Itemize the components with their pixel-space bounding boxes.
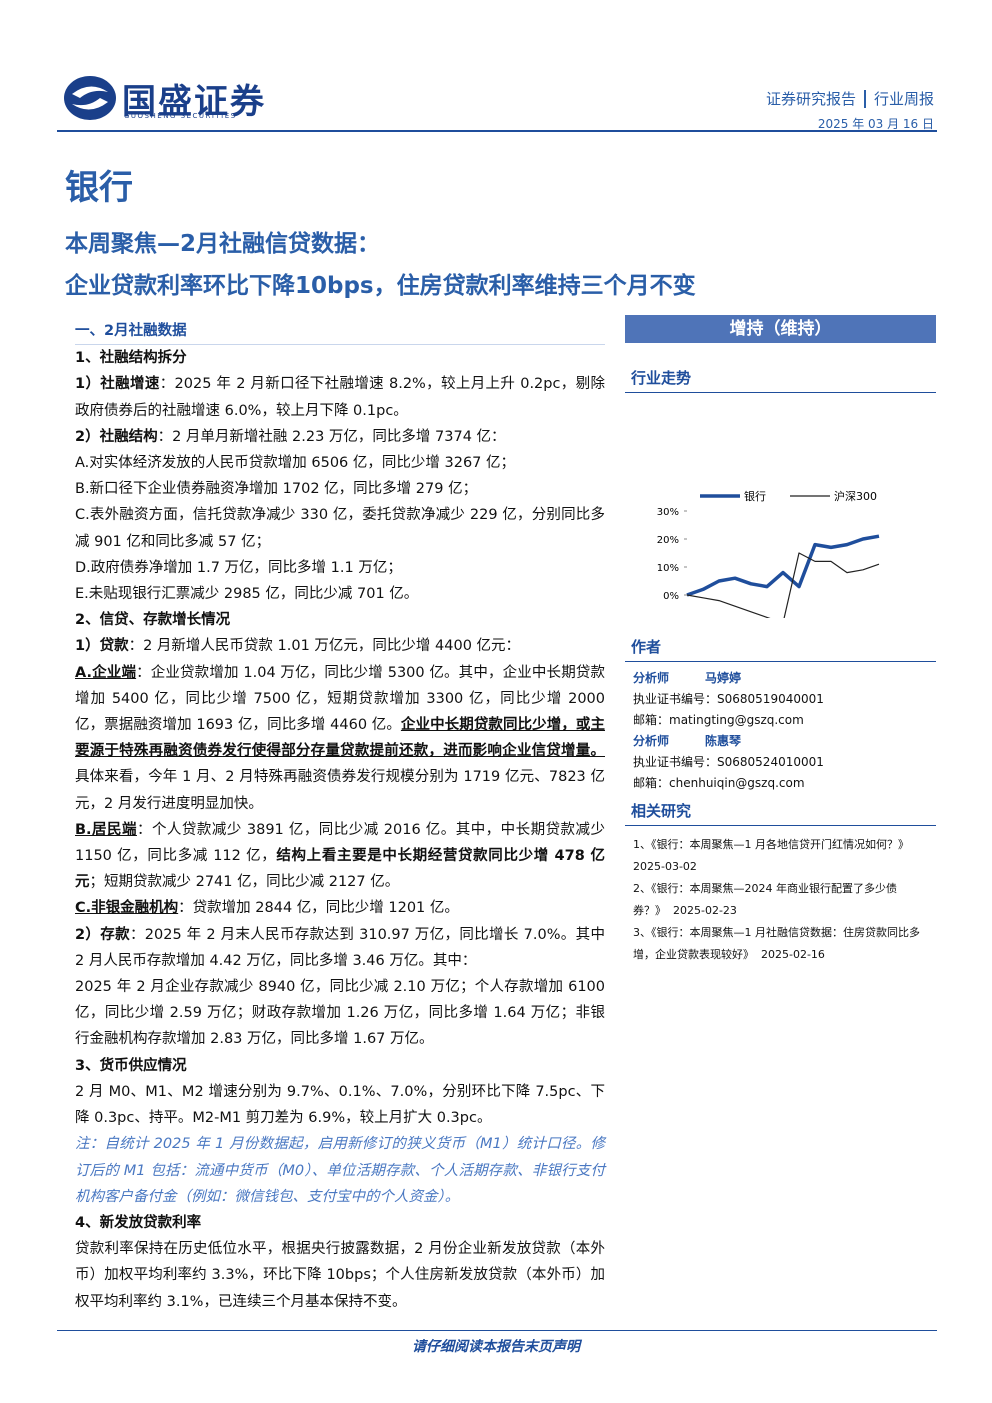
related-date: 2025-03-02 (633, 860, 697, 873)
email-label: 邮箱： (633, 713, 670, 727)
related-list: 1、《银行：本周聚焦—1 月各地信贷开门红情况如何？》 2025-03-02 2、… (625, 834, 936, 966)
y-tick-label: 10% (657, 563, 679, 574)
title-line: 本周聚焦—2月社融信贷数据： (65, 231, 381, 257)
paragraph: A.对实体经济发放的人民币贷款增加 6506 亿，同比少增 3267 亿； (75, 455, 516, 472)
related-item[interactable]: 1、《银行：本周聚焦—1 月各地信贷开门红情况如何？》 2025-03-02 (633, 834, 936, 878)
paragraph: B.新口径下企业债券融资净增加 1702 亿，同比多增 279 亿； (75, 481, 478, 498)
paragraph: C.非银金融机构：贷款增加 2844 亿，同比少增 1201 亿。 (75, 895, 605, 921)
text: 具体来看，今年 1 月、2 月特殊再融资债券发行规模分别为 1719 亿元、78… (75, 769, 605, 812)
related-title[interactable]: 1、《银行：本周聚焦—1 月各地信贷开门红情况如何？》 (633, 838, 909, 851)
logo-text: 国盛证券 (122, 82, 266, 122)
footer: 请仔细阅读本报告末页声明 (412, 1339, 580, 1355)
trend-chart: -20%-10%0%10%20%30%2024-032024-072024-11… (653, 489, 900, 672)
subheading: 3、货币供应情况 (75, 1057, 187, 1074)
section-heading: 一、2月社融数据 (75, 318, 605, 346)
lead: C.非银金融机构 (75, 900, 179, 917)
report-type-text: 证券研究报告 (765, 90, 856, 108)
text: ：企业贷款增加 1.04 万亿，同比少增 5300 亿。其中，企业中长期贷款增加… (75, 664, 605, 734)
text: ：2 月单月新增社融 2.23 万亿，同比多增 7374 亿： (157, 428, 506, 445)
paragraph: D.政府债券净增加 1.7 万亿，同比多增 1.1 万亿； (75, 559, 402, 576)
email: matingting@gszq.com (669, 713, 804, 727)
text: ：贷款增加 2844 亿，同比少增 1201 亿。 (178, 900, 459, 917)
emphasis: 企业中长期贷款同比少增，或主要源于特殊再融资债券发行使得部分存量贷款提前还款，进… (75, 717, 605, 760)
lead: A.企业端 (75, 664, 137, 681)
logo-subtext: GUOSHENG SECURITIES (124, 112, 237, 120)
report-category: 行业周报 (873, 90, 934, 108)
text: ：2025 年 2 月新口径下社融增速 8.2%，较上月上升 0.2pc，剔除政… (75, 376, 605, 419)
y-tick-label: 0% (663, 591, 679, 602)
paragraph: 2025 年 2 月企业存款减少 8940 亿，同比少减 2.10 万亿；个人存… (75, 979, 605, 1048)
subheading: 2、信贷、存款增长情况 (75, 612, 231, 629)
related-item[interactable]: 2、《银行：本周聚焦—2024 年商业银行配置了多少债券？》 2025-02-2… (633, 878, 936, 922)
related-date: 2025-02-16 (761, 948, 825, 961)
lead: 1）贷款 (75, 638, 129, 655)
author-role: 分析师 (633, 671, 670, 685)
text: ：2 月新增人民币贷款 1.01 万亿元，同比少增 4400 亿元： (128, 638, 521, 655)
subheading: 4、新发放贷款利率 (75, 1214, 202, 1231)
related-item[interactable]: 3、《银行：本周聚焦—1 月社融信贷数据：住房贷款同比多增，企业贷款表现较好》 … (633, 922, 936, 966)
sidebar-heading: 相关研究 (625, 800, 936, 826)
author: 分析师 马婷婷 执业证书编号：S0680519040001 邮箱：matingti… (625, 668, 936, 794)
author-role: 分析师 (633, 734, 670, 748)
author-name: 马婷婷 (705, 671, 742, 685)
sidebar-heading: 行业走势 (625, 367, 936, 393)
paragraph: 贷款利率保持在历史低位水平，根据央行披露数据，2 月份企业新发放贷款（本外币）加… (75, 1241, 605, 1310)
paragraph: A.企业端：企业贷款增加 1.04 万亿，同比少增 5300 亿。其中，企业中长… (75, 660, 605, 817)
email: chenhuiqin@gszq.com (669, 776, 805, 790)
footer-rule (57, 1330, 937, 1331)
cert: S0680519040001 (717, 692, 824, 706)
sidebar-heading: 作者 (625, 636, 936, 662)
paragraph: C.表外融资方面，信托贷款净减少 330 亿，委托贷款净减少 229 亿，分别同… (75, 507, 605, 550)
paragraph: 2）社融结构：2 月单月新增社融 2.23 万亿，同比多增 7374 亿： (75, 424, 605, 450)
text: ；短期贷款减少 2741 亿，同比少减 2127 亿。 (89, 874, 400, 891)
subheading: 1、社融结构拆分 (75, 350, 187, 367)
paragraph: 1）贷款：2 月新增人民币贷款 1.01 万亿元，同比少增 4400 亿元： (75, 633, 605, 659)
logo-emblem (64, 76, 116, 120)
emphasis: 结构上看主要是中长期经营贷款同比少增 478 亿元 (75, 848, 605, 891)
report-date: 2025 年 03 月 16 日 (817, 117, 934, 131)
legend-label: 沪深300 (834, 489, 877, 503)
related-title[interactable]: 2、《银行：本周聚焦—2024 年商业银行配置了多少债券？》 (633, 882, 897, 917)
title-line: 企业贷款利率环比下降10bps，住房贷款利率维持三个月不变 (65, 273, 696, 299)
email-label: 邮箱： (633, 776, 670, 790)
related-date: 2025-02-23 (673, 904, 737, 917)
cert: S0680524010001 (717, 755, 824, 769)
paragraph: 1）社融增速：2025 年 2 月新口径下社融增速 8.2%，较上月上升 0.2… (75, 371, 605, 423)
industry: 银行 (65, 168, 133, 208)
legend-label: 银行 (744, 489, 766, 503)
series-line (686, 552, 880, 624)
cert-label: 执业证书编号： (633, 692, 718, 706)
author-name: 陈惠琴 (705, 734, 742, 748)
paragraph: E.未贴现银行汇票减少 2985 亿，同比少减 701 亿。 (75, 586, 419, 603)
paragraph: B.居民端：个人贷款减少 3891 亿，同比少减 2016 亿。其中，中长期贷款… (75, 817, 605, 896)
lead: 1）社融增速 (75, 376, 160, 393)
related-title[interactable]: 3、《银行：本周聚焦—1 月社融信贷数据：住房贷款同比多增，企业贷款表现较好》 (633, 926, 920, 961)
series-line (686, 534, 880, 597)
lead: 2）存款 (75, 926, 130, 943)
main-text: 一、2月社融数据 1、社融结构拆分 1）社融增速：2025 年 2 月新口径下社… (75, 318, 605, 1315)
paragraph: 2）存款：2025 年 2 月末人民币存款达到 310.97 万亿，同比增长 7… (75, 922, 605, 974)
header-rule (57, 130, 937, 132)
lead: 2）社融结构 (75, 428, 158, 445)
y-tick-label: 20% (657, 535, 679, 546)
y-tick-label: 30% (657, 507, 679, 518)
report-type: 证券研究报告 行业周报 (766, 88, 934, 109)
cert-label: 执业证书编号： (633, 755, 718, 769)
paragraph: 2 月 M0、M1、M2 增速分别为 9.7%、0.1%、7.0%，分别环比下降… (75, 1083, 605, 1127)
note: 注：自统计 2025 年 1 月份数据起，启用新修订的狭义货币（M1）统计口径。… (75, 1136, 605, 1205)
lead: B.居民端 (75, 821, 137, 838)
text: ：个人贷款减少 3891 亿，同比少减 2016 亿。其中，中长期贷款减少 11… (75, 821, 605, 865)
rating: 增持（维持） (625, 315, 936, 343)
text: ：2025 年 2 月末人民币存款达到 310.97 万亿，同比增长 7.0%。… (75, 926, 605, 969)
sidebar: 增持（维持） 行业走势 -20%-10%0%10%20%30%2024-0320… (625, 315, 936, 966)
